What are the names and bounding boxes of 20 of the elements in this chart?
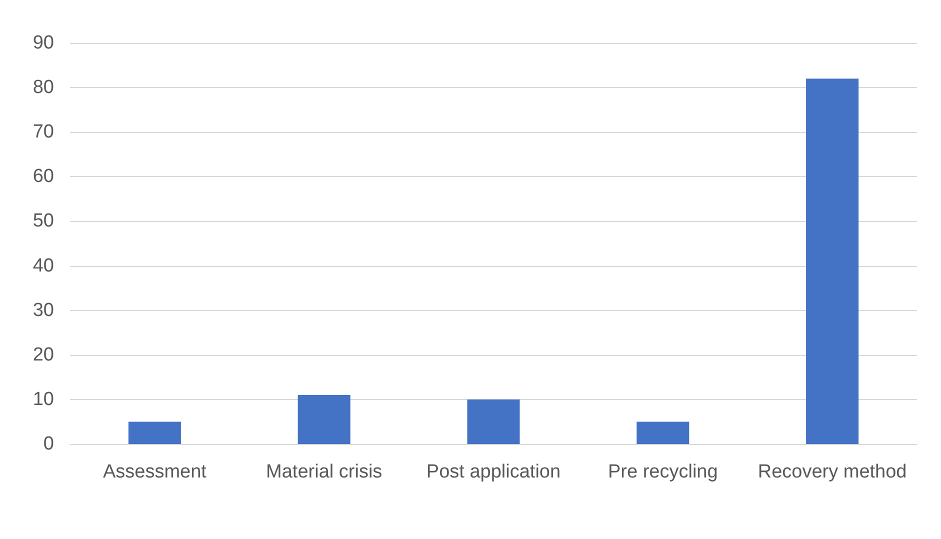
y-tick-label: 30 (32, 300, 54, 321)
y-tick-label: 20 (32, 344, 54, 366)
bar (636, 422, 690, 444)
x-tick-label: Recovery method (758, 462, 907, 482)
bar (806, 78, 859, 444)
bar (128, 422, 181, 444)
x-tick-label: Pre recycling (608, 462, 718, 482)
x-tick-label: Material crisis (266, 462, 382, 482)
x-tick-label: Assessment (102, 462, 208, 482)
y-tick-label: 10 (32, 388, 54, 410)
y-tick-label: 80 (32, 77, 54, 98)
y-tick-label: 90 (32, 32, 54, 54)
y-tick-label: 50 (32, 210, 54, 232)
y-tick-label: 0 (43, 434, 54, 454)
y-tick-label: 40 (32, 255, 54, 276)
bar (298, 394, 350, 444)
bar (467, 399, 520, 444)
y-tick-label: 70 (32, 122, 54, 143)
x-tick-label: Post application (426, 462, 561, 482)
y-tick-label: 60 (32, 166, 54, 188)
